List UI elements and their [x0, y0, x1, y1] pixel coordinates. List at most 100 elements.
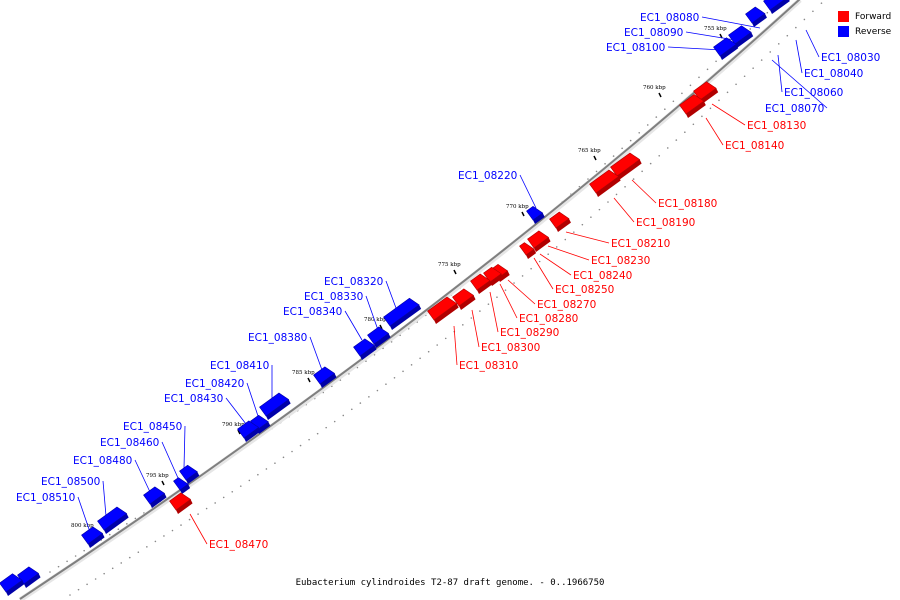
gene-glyph-shadow: [533, 212, 545, 224]
gene-glyph-shadow: [556, 218, 571, 232]
leader-line: [547, 245, 590, 261]
reverse-gene-glyph: [0, 573, 23, 593]
forward-gene-glyph: [589, 169, 620, 194]
leader-line: [183, 425, 186, 469]
gene-label: EC1_08330: [304, 291, 363, 303]
leader-line: [489, 291, 499, 333]
tick-mark: [521, 211, 525, 217]
leader-line: [533, 257, 554, 290]
reverse-gene-glyph: [179, 464, 198, 481]
gene-glyph-shadow: [244, 427, 261, 442]
gene-glyph-shadow: [104, 513, 129, 534]
tick-label: 775 kbp: [438, 262, 461, 268]
leader-line: [701, 16, 761, 29]
major-ticks: 755 kbp 760 kbp 765 kbp 770 kbp 775 kbp 780 k…: [71, 26, 727, 536]
leader-line: [805, 29, 820, 58]
gene-glyph-shadow: [596, 176, 621, 197]
reverse-gene-glyph: [745, 6, 766, 24]
gene-features: [0, 0, 790, 596]
forward-gene-glyph: [679, 94, 705, 115]
tick-label: 790 kbp: [222, 422, 245, 428]
leader-line: [507, 279, 536, 305]
leader-line: [225, 397, 247, 425]
gene-label: EC1_08290: [500, 327, 559, 339]
gene-label: EC1_08140: [725, 140, 784, 152]
gene-glyph-shadow: [257, 421, 271, 434]
gene-glyph-shadow: [770, 0, 790, 14]
gene-label: EC1_08190: [636, 217, 695, 229]
gene-label: EC1_08230: [591, 255, 650, 267]
gene-glyph-shadow: [526, 249, 537, 259]
forward-gene-glyph: [527, 230, 550, 249]
gene-glyph-shadow: [534, 237, 551, 252]
leader-line: [309, 336, 323, 371]
gene-glyph-shadow: [176, 499, 193, 514]
gene-glyph-shadow: [686, 101, 706, 118]
gene-glyph-shadow: [720, 44, 739, 60]
gene-glyph-shadow: [477, 280, 492, 294]
gene-glyph-shadow: [434, 303, 459, 324]
leader-line: [161, 441, 179, 479]
forward-gene-glyph: [470, 273, 491, 291]
forward-gene-glyph: [169, 492, 192, 511]
tick-mark: [453, 269, 457, 275]
gene-label: EC1_08410: [210, 360, 269, 372]
gene-label: EC1_08070: [765, 103, 824, 115]
leader-line: [471, 309, 480, 348]
forward-gene-glyph: [610, 152, 641, 177]
tick-label: 785 kbp: [292, 370, 315, 376]
gene-label: EC1_08040: [804, 68, 863, 80]
tick-label: 755 kbp: [704, 26, 727, 32]
tick-label: 795 kbp: [146, 473, 169, 479]
genome-caption: Eubacterium cylindroides T2-87 draft gen…: [295, 578, 605, 588]
leader-line: [771, 59, 828, 109]
gene-glyph-shadow: [6, 580, 25, 596]
leader-line: [134, 459, 151, 493]
leader-line: [344, 310, 363, 341]
tick-label: 770 kbp: [506, 204, 529, 210]
tick-mark: [307, 377, 311, 383]
leader-line: [711, 103, 746, 126]
leader-line: [77, 496, 91, 533]
reverse-gene-glyph: [259, 392, 290, 417]
gene-label: EC1_08240: [573, 270, 632, 282]
forward-gene-glyph: [549, 211, 570, 229]
reverse-gene-glyph: [526, 206, 544, 221]
gene-label: EC1_08450: [123, 421, 182, 433]
forward-gene-glyph: [693, 81, 717, 101]
gene-label: EC1_08320: [324, 276, 383, 288]
leader-line: [499, 283, 518, 319]
gene-label: EC1_08080: [640, 12, 699, 24]
leader-line: [795, 39, 803, 74]
leader-line: [705, 117, 724, 146]
reverse-gene-glyph: [763, 0, 785, 11]
gene-glyph-shadow: [617, 159, 642, 180]
strand-legend: Forward Reverse: [838, 9, 891, 39]
reverse-gene-glyph: [97, 506, 128, 531]
gene-glyph-shadow: [700, 88, 719, 104]
legend-item-reverse: Reverse: [838, 24, 891, 39]
gene-label: EC1_08280: [519, 313, 578, 325]
reverse-gene-glyph: [367, 326, 390, 345]
tick-label: 760 kbp: [643, 85, 666, 91]
gene-glyph-shadow: [180, 484, 191, 494]
gene-label: EC1_08480: [73, 455, 132, 467]
tick-mark: [658, 92, 662, 98]
legend-forward-label: Forward: [855, 11, 892, 22]
gene-label: EC1_08030: [821, 52, 880, 64]
gene-label: EC1_08100: [606, 42, 665, 54]
legend-reverse-label: Reverse: [855, 26, 892, 37]
gene-glyph-shadow: [390, 304, 422, 330]
gene-label: EC1_08220: [458, 170, 517, 182]
tick-mark: [719, 33, 723, 39]
gene-glyph-shadow: [150, 493, 167, 508]
gene-label: EC1_08470: [209, 539, 268, 551]
reverse-gene-glyph: [237, 420, 260, 439]
gene-label: EC1_08460: [100, 437, 159, 449]
leader-line: [453, 325, 458, 366]
gene-glyph-shadow: [266, 399, 291, 420]
gene-label: EC1_08510: [16, 492, 75, 504]
gene-label: EC1_08340: [283, 306, 342, 318]
leader-line: [519, 174, 537, 209]
leader-line: [667, 46, 723, 51]
